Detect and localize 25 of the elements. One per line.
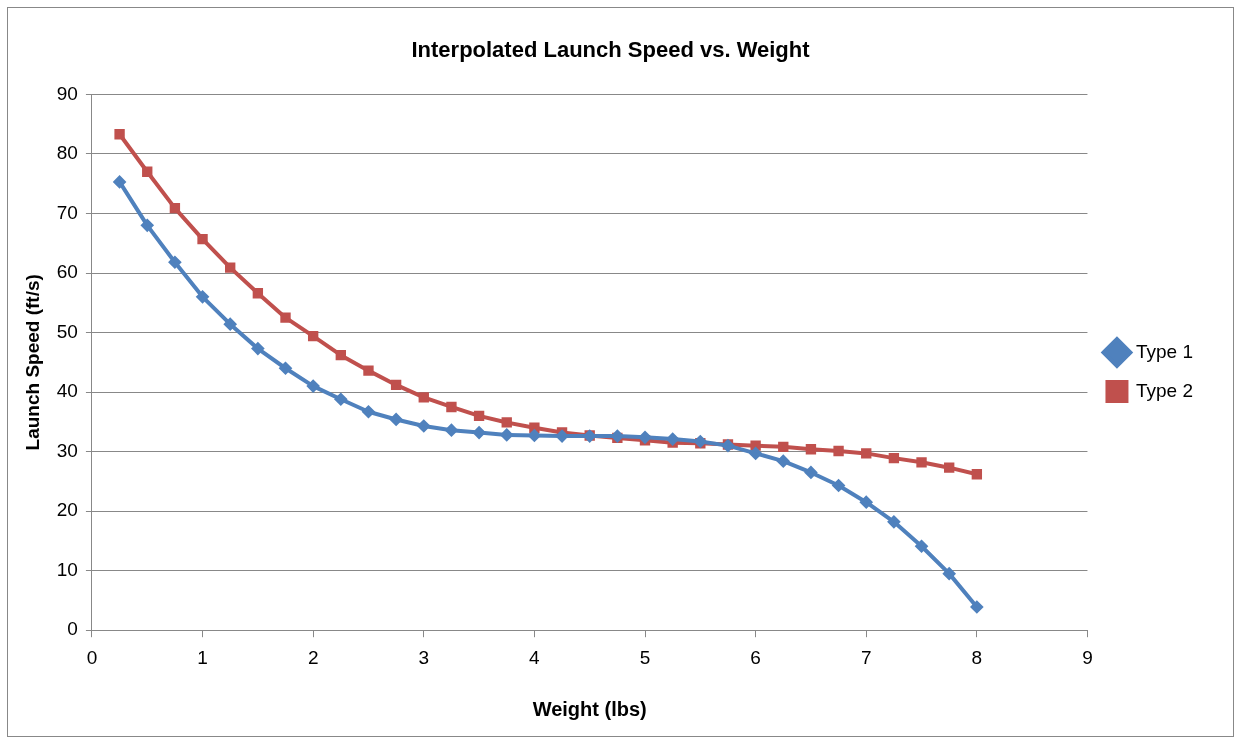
y-tick-label: 50 — [56, 320, 78, 342]
y-axis-title: Launch Speed (ft/s) — [21, 274, 43, 451]
y-tick-label: 80 — [56, 142, 78, 164]
x-tick-label: 6 — [750, 646, 761, 668]
y-tick-label: 60 — [56, 261, 78, 283]
x-tick-label: 8 — [971, 646, 983, 668]
y-tick-label: 0 — [67, 618, 78, 640]
x-axis-title: Weight (lbs) — [532, 697, 647, 720]
y-tick-label: 90 — [56, 82, 78, 104]
x-tick-label: 3 — [418, 646, 430, 668]
legend-label: Type 2 — [1135, 379, 1194, 401]
y-tick-label: 30 — [56, 439, 78, 461]
y-tick-label: 10 — [56, 558, 78, 580]
y-tick-label: 20 — [56, 499, 78, 521]
x-tick-label: 1 — [197, 646, 208, 668]
x-tick-label: 4 — [529, 646, 541, 668]
y-tick-label: 70 — [56, 201, 78, 223]
y-tick-label: 40 — [56, 380, 78, 402]
chart-title: Interpolated Launch Speed vs. Weight — [411, 37, 811, 63]
x-tick-label: 2 — [307, 646, 319, 668]
x-tick-label: 9 — [1082, 646, 1093, 668]
x-tick-label: 7 — [860, 646, 872, 668]
x-tick-label: 0 — [86, 646, 98, 668]
x-tick-label: 5 — [639, 646, 651, 668]
legend-label: Type 1 — [1135, 340, 1194, 362]
